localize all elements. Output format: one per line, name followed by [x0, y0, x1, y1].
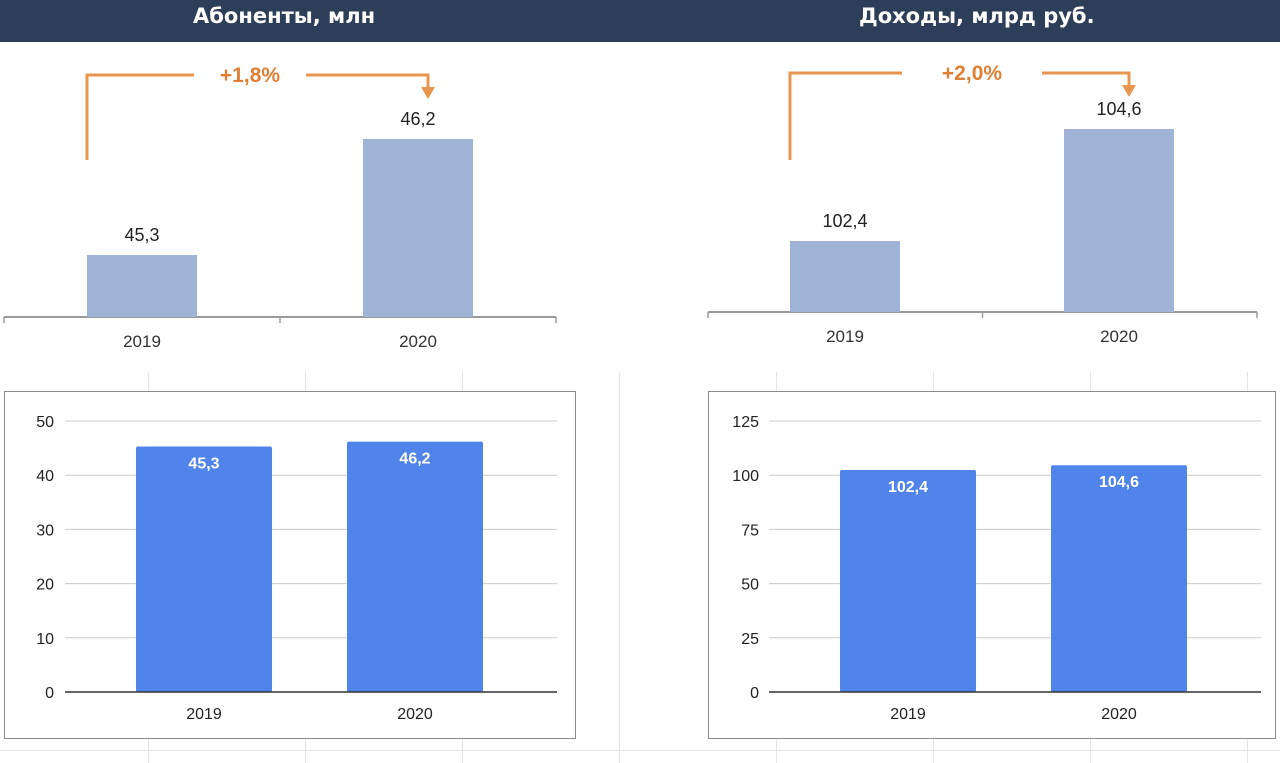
bar — [363, 139, 473, 317]
bar — [840, 469, 976, 692]
growth-label: +1,8% — [220, 64, 280, 87]
data-label: 45,3 — [188, 455, 219, 472]
data-label: 102,4 — [822, 211, 867, 231]
y-tick-label: 40 — [36, 468, 54, 485]
bar — [1064, 129, 1174, 312]
data-label: 104,6 — [1099, 474, 1139, 491]
revenue-sheet-chart-svg: 0 25 50 75 100 125 102,4 2019 104,6 2020 — [732, 414, 1261, 723]
x-tick-label: 2019 — [890, 706, 926, 723]
sheet-gridline — [0, 750, 1280, 751]
x-tick-label: 2019 — [123, 332, 161, 351]
revenue-title: Доходы, млрд руб. — [859, 4, 1095, 28]
subscribers-title: Абоненты, млн — [193, 4, 376, 28]
y-tick-label: 50 — [36, 414, 54, 431]
subscribers-sheet-chart[interactable]: 0 10 20 30 40 50 45,3 2019 46,2 2020 — [4, 391, 576, 739]
x-tick-label: 2019 — [826, 327, 864, 346]
data-label: 102,4 — [888, 479, 928, 496]
header-bar — [0, 0, 1280, 42]
data-label: 46,2 — [399, 451, 430, 468]
bar — [347, 441, 483, 692]
bar — [136, 446, 272, 692]
x-tick-label: 2019 — [186, 706, 222, 723]
x-tick-label: 2020 — [1101, 706, 1137, 723]
growth-label: +2,0% — [942, 62, 1002, 85]
subscribers-sheet-chart-svg: 0 10 20 30 40 50 45,3 2019 46,2 2020 — [36, 414, 557, 723]
title-underline-right — [915, 42, 1035, 45]
x-tick-label: 2020 — [397, 706, 433, 723]
growth-arrowhead — [1122, 85, 1136, 97]
bar — [790, 241, 900, 312]
data-label: 104,6 — [1096, 99, 1141, 119]
y-tick-label: 0 — [45, 685, 54, 702]
growth-arrow-end — [306, 73, 430, 89]
bar — [1051, 465, 1187, 692]
growth-arrow-start — [85, 73, 194, 160]
revenue-sheet-chart[interactable]: 0 25 50 75 100 125 102,4 2019 104,6 2020 — [708, 391, 1276, 739]
y-tick-label: 20 — [36, 577, 54, 594]
y-tick-label: 50 — [741, 577, 759, 594]
growth-arrowhead — [421, 87, 435, 99]
y-tick-label: 10 — [36, 631, 54, 648]
data-label: 46,2 — [400, 109, 435, 129]
title-underline-left — [200, 42, 320, 45]
subscribers-chart: 45,3 2019 46,2 2020 +1,8% — [3, 64, 557, 351]
bar — [87, 255, 197, 317]
y-tick-label: 125 — [732, 414, 759, 431]
sheet-gridline — [619, 372, 620, 763]
y-tick-label: 30 — [36, 522, 54, 539]
y-tick-label: 75 — [741, 522, 759, 539]
y-tick-label: 100 — [732, 468, 759, 485]
growth-arrow-end — [1042, 71, 1131, 87]
revenue-chart: 102,4 2019 104,6 2020 +2,0% — [707, 62, 1258, 346]
x-tick-label: 2020 — [1100, 327, 1138, 346]
y-tick-label: 25 — [741, 631, 759, 648]
growth-arrow-start — [788, 71, 902, 160]
x-tick-label: 2020 — [399, 332, 437, 351]
y-tick-label: 0 — [750, 685, 759, 702]
data-label: 45,3 — [124, 225, 159, 245]
